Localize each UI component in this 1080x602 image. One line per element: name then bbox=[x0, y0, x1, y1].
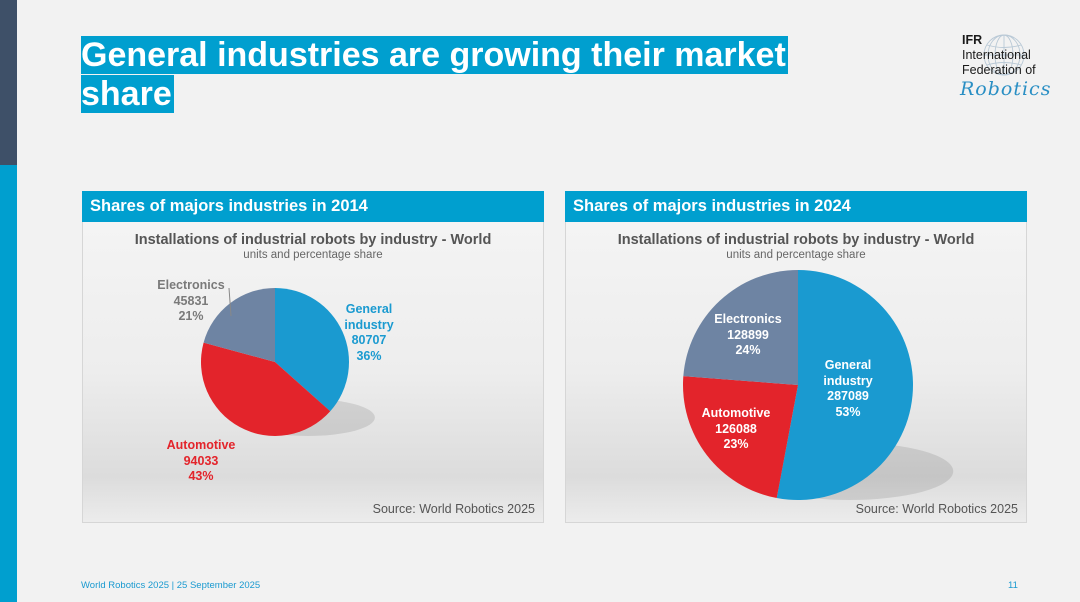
label-general-industry: General industry 80707 36% bbox=[344, 302, 394, 363]
chart-subtitle: units and percentage share bbox=[726, 249, 866, 261]
pie-slice-electronics bbox=[683, 270, 798, 385]
footer-event-date: World Robotics 2025 | 25 September 2025 bbox=[81, 580, 261, 591]
chart-panel-2014: Shares of majors industries in 2014 Inst… bbox=[82, 191, 544, 523]
logo-line-ifr: IFR bbox=[962, 33, 983, 47]
pie-slice-electronics bbox=[203, 288, 275, 362]
globe-icon bbox=[983, 34, 1025, 76]
pie-chart-2014 bbox=[201, 287, 375, 436]
slide-title-line2: share bbox=[81, 75, 174, 113]
slide-title-line1: General industries are growing their mar… bbox=[81, 36, 788, 74]
label-automotive: Automotive 94033 43% bbox=[166, 438, 236, 483]
slide-title: General industries are growing their mar… bbox=[81, 36, 861, 114]
logo-text: IFR International Federation of bbox=[962, 33, 1036, 78]
ifr-logo: IFR International Federation of Robotics bbox=[960, 33, 1070, 103]
logo-script-robotics: Robotics bbox=[960, 78, 1052, 100]
chart-subtitle: units and percentage share bbox=[243, 249, 383, 261]
chart-source: Source: World Robotics 2025 bbox=[855, 502, 1018, 516]
chart-panel-2024: Shares of majors industries in 2024 Inst… bbox=[565, 191, 1027, 523]
leader-line-electronics bbox=[228, 287, 232, 317]
chart-title: Installations of industrial robots by in… bbox=[617, 232, 975, 248]
page-number: 11 bbox=[1008, 580, 1018, 591]
pie-slice-general-industry bbox=[275, 288, 349, 412]
pie-slice-general-industry bbox=[776, 270, 913, 500]
pie-slice-automotive bbox=[683, 376, 798, 499]
sidebar-accent-dark bbox=[0, 0, 17, 165]
pie-chart-2024 bbox=[683, 270, 954, 500]
chart-source: Source: World Robotics 2025 bbox=[372, 502, 535, 516]
logo-line-international: International bbox=[962, 48, 1031, 62]
label-electronics: Electronics 128899 24% bbox=[714, 312, 782, 357]
chart-title: Installations of industrial robots by in… bbox=[134, 232, 492, 248]
label-electronics: Electronics 45831 21% bbox=[157, 278, 225, 323]
label-general-industry: General industry 287089 53% bbox=[823, 358, 873, 419]
panel-header-2024: Shares of majors industries in 2024 bbox=[565, 191, 1027, 222]
logo-line-federation: Federation of bbox=[962, 63, 1036, 77]
sidebar-accent-blue bbox=[0, 165, 17, 602]
pie-slice-automotive bbox=[201, 342, 331, 436]
label-automotive: Automotive 126088 23% bbox=[701, 406, 771, 451]
panel-header-2014: Shares of majors industries in 2014 bbox=[82, 191, 544, 222]
